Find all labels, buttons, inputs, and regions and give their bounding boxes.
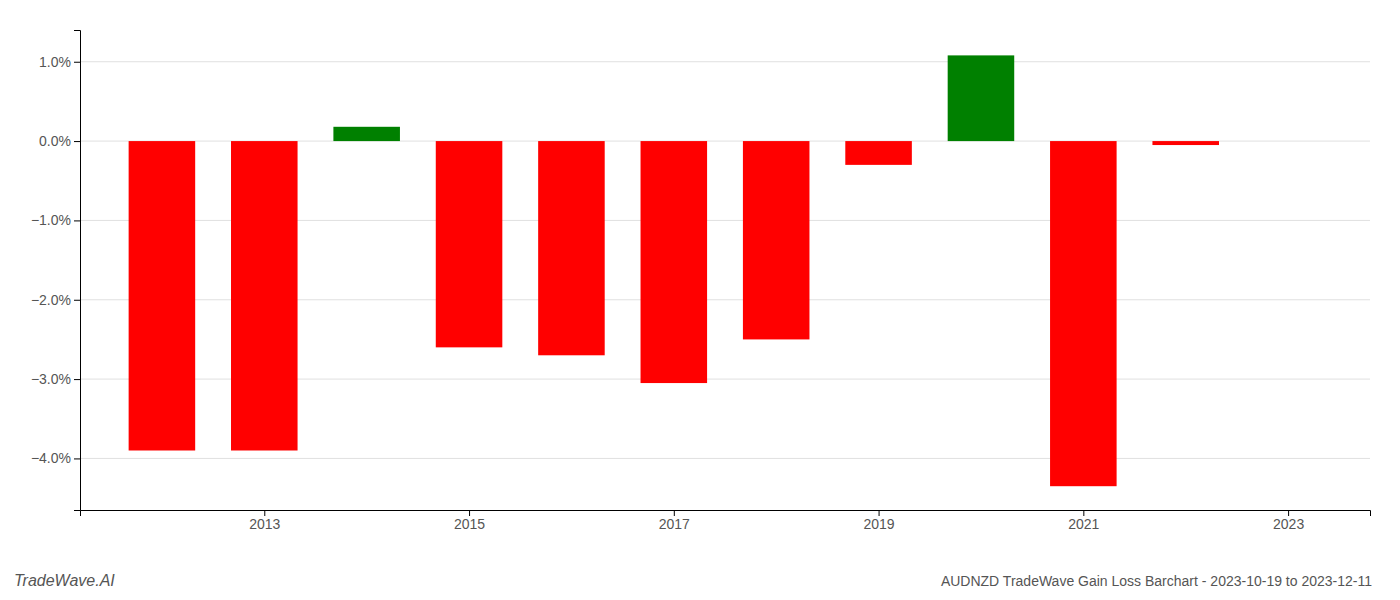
grid (80, 62, 1370, 459)
bars (129, 55, 1219, 486)
x-tick: 2023 (1273, 510, 1304, 532)
x-tick: 2019 (863, 510, 894, 532)
x-tick: 2015 (454, 510, 485, 532)
grid-line (80, 61, 1370, 62)
plot: 201320152017201920212023−4.0%−3.0%−2.0%−… (31, 31, 1371, 532)
bar (1152, 141, 1219, 145)
bar (948, 55, 1015, 141)
x-axis: 2013 2015 2017 2019 2021 2023 (81, 510, 1371, 532)
y-tick: −4.0% (31, 450, 80, 466)
bar (129, 141, 196, 450)
x-tick: 2013 (249, 510, 280, 532)
title: AUDNZD TradeWave Gain Loss Barchart - 20… (941, 573, 1372, 589)
bar (231, 141, 298, 450)
y-tick: 0.0% (39, 133, 80, 149)
bar (845, 141, 912, 165)
y-tick-label: −3.0% (31, 371, 71, 387)
x-tick-label: 2013 (249, 516, 280, 532)
bar (743, 141, 810, 339)
bar (1050, 141, 1117, 486)
y-tick: −2.0% (31, 292, 80, 308)
y-tick-label: 1.0% (39, 54, 71, 70)
x-tick-label: 2023 (1273, 516, 1304, 532)
x-tick-label: 2021 (1068, 516, 1099, 532)
watermark: TradeWave.AI (14, 572, 115, 589)
y-tick-mark (74, 300, 80, 301)
chart: 201320152017201920212023−4.0%−3.0%−2.0%−… (0, 0, 1400, 600)
y-axis: −4.0% −3.0% −2.0% −1.0% 0.0% 1.0% (31, 31, 81, 511)
bar (436, 141, 503, 347)
grid-line (80, 458, 1370, 459)
y-tick-mark (74, 379, 80, 380)
x-tick-label: 2015 (454, 516, 485, 532)
x-tick-label: 2017 (659, 516, 690, 532)
y-axis-line (74, 31, 81, 511)
y-tick-label: 0.0% (39, 133, 71, 149)
y-tick-label: −4.0% (31, 450, 71, 466)
bar (538, 141, 605, 355)
x-tick-label: 2019 (863, 516, 894, 532)
y-tick: −3.0% (31, 371, 80, 387)
y-tick-mark (74, 62, 80, 63)
y-tick-label: −1.0% (31, 212, 71, 228)
y-tick-mark (74, 458, 80, 459)
y-tick: −1.0% (31, 212, 80, 228)
bar (641, 141, 708, 383)
y-tick: 1.0% (39, 54, 80, 70)
y-tick-mark (74, 220, 80, 221)
y-tick-label: −2.0% (31, 292, 71, 308)
x-tick: 2021 (1068, 510, 1099, 532)
y-tick-mark (74, 141, 80, 142)
bar (333, 127, 400, 141)
x-tick: 2017 (659, 510, 690, 532)
